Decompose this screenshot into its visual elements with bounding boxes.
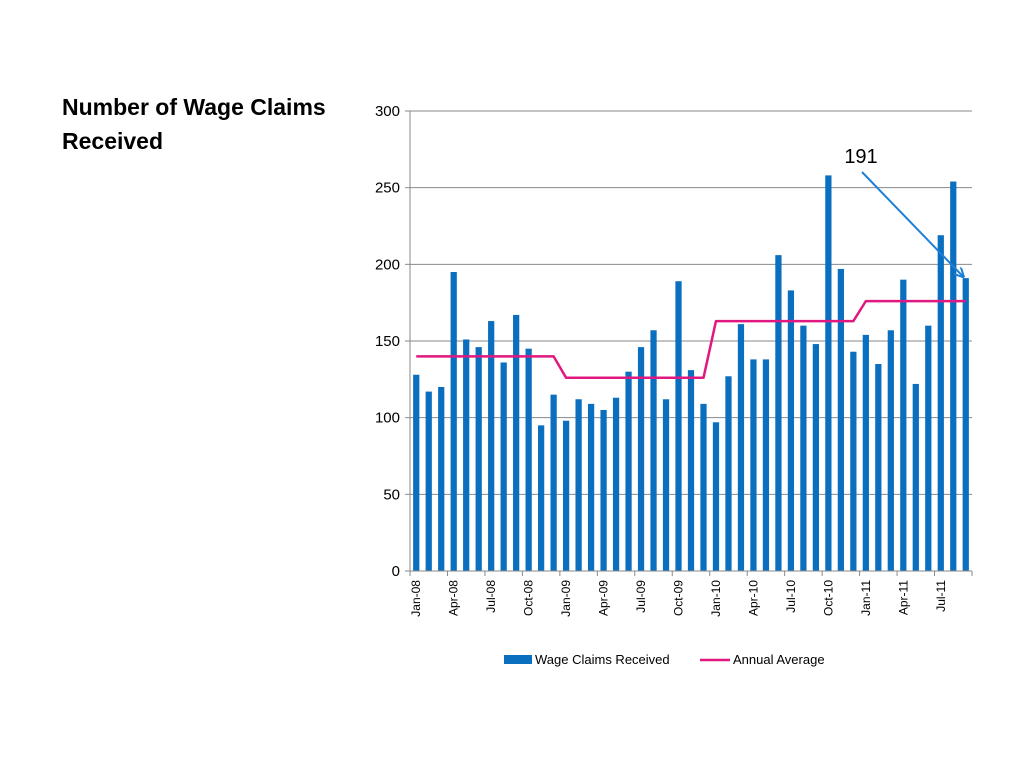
x-tick-label: Jul-08 <box>484 580 498 613</box>
bar <box>600 410 607 571</box>
x-tick-label: Apr-11 <box>896 580 910 615</box>
x-tick-label: Apr-09 <box>597 580 611 616</box>
bar <box>587 403 595 571</box>
bar <box>825 175 832 571</box>
bar <box>513 314 520 571</box>
bar <box>775 255 782 571</box>
annotation-label: 191 <box>844 146 877 168</box>
axes <box>409 111 972 572</box>
bar <box>625 371 632 571</box>
x-tick-label: Apr-08 <box>447 580 461 616</box>
y-tick-label: 200 <box>375 256 400 273</box>
x-tick-label: Jul-09 <box>634 580 648 613</box>
bar <box>900 279 907 571</box>
annotations: 191 <box>844 146 962 276</box>
bar <box>725 376 732 571</box>
bar <box>612 397 620 571</box>
legend-label: Annual Average <box>733 652 825 667</box>
bar <box>525 348 532 571</box>
bar <box>912 383 919 571</box>
y-tick-label: 100 <box>375 410 400 427</box>
bar <box>687 370 695 571</box>
bar <box>550 394 557 571</box>
bar <box>700 403 707 571</box>
bar <box>737 324 745 571</box>
legend-swatch-bar <box>504 655 532 664</box>
y-tick-label: 0 <box>392 563 400 580</box>
x-tick-label: Jan-08 <box>409 580 423 617</box>
y-axis-ticks: 0 50 100 150 200 250 300 <box>375 103 410 580</box>
bar <box>488 321 495 571</box>
bar <box>463 339 470 571</box>
x-tick-label: Oct-10 <box>821 580 835 616</box>
bar <box>475 347 482 571</box>
line-series <box>416 299 966 380</box>
bar <box>887 330 894 571</box>
legend-label: Wage Claims Received <box>535 652 670 667</box>
bar <box>500 362 507 571</box>
x-tick-label: Jan-11 <box>859 580 873 616</box>
bar <box>675 281 682 571</box>
bar <box>413 374 420 571</box>
bar <box>800 325 807 571</box>
x-tick-label: Jan-09 <box>559 580 573 617</box>
bar <box>750 359 757 571</box>
x-tick-label: Oct-08 <box>522 580 536 616</box>
bar <box>650 330 657 571</box>
bar <box>950 181 957 572</box>
y-tick-label: 150 <box>375 333 400 350</box>
x-tick-label: Oct-09 <box>672 580 686 616</box>
bar <box>937 235 944 571</box>
bar <box>562 420 570 571</box>
bar <box>712 422 720 571</box>
bar <box>925 325 932 571</box>
x-tick-label: Jul-11 <box>934 580 948 612</box>
bar <box>762 359 770 571</box>
bar <box>425 391 432 571</box>
bar <box>787 290 795 571</box>
bar <box>538 425 545 571</box>
bar-series <box>413 175 969 572</box>
annotation-arrow <box>861 171 963 276</box>
bar <box>812 344 820 571</box>
bar <box>637 347 645 571</box>
bar <box>837 268 844 571</box>
bar <box>575 399 582 571</box>
page-title: Number of Wage Claims Received <box>62 94 326 154</box>
annual-average-line <box>416 299 966 380</box>
legend: Wage Claims Received Annual Average <box>504 652 825 667</box>
y-tick-label: 300 <box>375 103 400 120</box>
x-tick-label: Apr-10 <box>746 580 760 616</box>
bar <box>450 272 457 571</box>
bar <box>862 334 869 571</box>
x-axis-ticks: Jan-08 Apr-08 Jul-08 Oct-08 Jan-09 Apr-09 Jul-… <box>409 571 973 617</box>
x-tick-label: Jan-10 <box>709 580 723 617</box>
bar <box>875 364 882 571</box>
y-tick-label: 50 <box>383 486 400 503</box>
bar <box>850 351 857 571</box>
x-tick-label: Jul-10 <box>784 580 798 613</box>
y-tick-label: 250 <box>375 180 400 197</box>
bar <box>962 278 969 571</box>
bar <box>662 399 670 571</box>
bar <box>438 387 445 571</box>
